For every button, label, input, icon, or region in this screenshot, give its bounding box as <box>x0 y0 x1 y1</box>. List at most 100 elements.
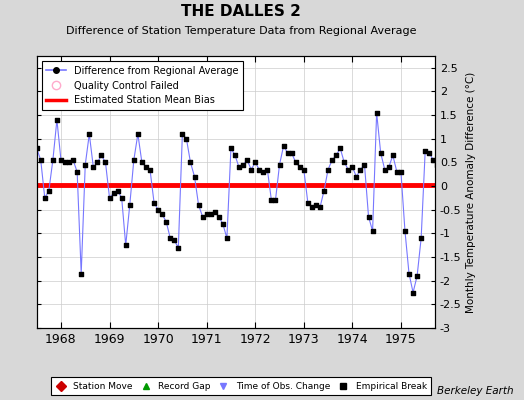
Point <box>154 206 162 213</box>
Point <box>328 157 336 163</box>
Point <box>518 152 524 158</box>
Text: Berkeley Earth: Berkeley Earth <box>437 386 514 396</box>
Point <box>474 148 482 154</box>
Point <box>312 202 320 208</box>
Point <box>465 232 474 239</box>
Legend: Difference from Regional Average, Quality Control Failed, Estimated Station Mean: Difference from Regional Average, Qualit… <box>41 61 243 110</box>
Point <box>356 166 365 173</box>
Point <box>219 221 227 227</box>
Point <box>498 166 506 173</box>
Point <box>93 159 102 166</box>
Point <box>194 202 203 208</box>
Point <box>178 131 187 137</box>
Point <box>57 157 65 163</box>
Point <box>65 159 73 166</box>
Point <box>89 164 97 170</box>
Point <box>510 206 518 213</box>
Point <box>409 289 417 296</box>
Point <box>223 235 231 241</box>
Y-axis label: Monthly Temperature Anomaly Difference (°C): Monthly Temperature Anomaly Difference (… <box>466 71 476 313</box>
Point <box>126 202 134 208</box>
Point <box>433 162 442 168</box>
Point <box>380 166 389 173</box>
Point <box>291 159 300 166</box>
Point <box>199 214 207 220</box>
Point <box>158 211 166 218</box>
Point <box>332 152 341 158</box>
Point <box>113 188 122 194</box>
Point <box>239 162 247 168</box>
Point <box>259 169 268 175</box>
Point <box>81 162 90 168</box>
Point <box>45 188 53 194</box>
Point <box>392 169 401 175</box>
Point <box>316 204 324 210</box>
Point <box>186 159 194 166</box>
Point <box>271 197 280 204</box>
Point <box>162 218 170 225</box>
Point <box>202 211 211 218</box>
Point <box>478 152 486 158</box>
Point <box>40 195 49 201</box>
Point <box>494 159 502 166</box>
Point <box>105 195 114 201</box>
Point <box>377 150 385 156</box>
Point <box>303 200 312 206</box>
Point <box>243 157 252 163</box>
Point <box>300 166 308 173</box>
Point <box>227 145 235 152</box>
Point <box>445 169 454 175</box>
Point <box>320 188 328 194</box>
Point <box>283 150 292 156</box>
Point <box>215 214 223 220</box>
Point <box>166 235 174 241</box>
Point <box>348 164 356 170</box>
Point <box>190 174 199 180</box>
Point <box>470 145 478 152</box>
Point <box>450 202 458 208</box>
Point <box>251 159 259 166</box>
Point <box>117 195 126 201</box>
Point <box>110 190 118 196</box>
Point <box>361 162 369 168</box>
Point <box>275 162 283 168</box>
Point <box>134 131 142 137</box>
Point <box>77 270 85 277</box>
Point <box>129 157 138 163</box>
Point <box>486 143 494 149</box>
Point <box>32 145 41 152</box>
Point <box>211 209 219 215</box>
Point <box>429 157 438 163</box>
Point <box>37 157 45 163</box>
Point <box>344 166 353 173</box>
Point <box>397 169 405 175</box>
Point <box>73 169 81 175</box>
Point <box>373 110 381 116</box>
Point <box>235 164 243 170</box>
Point <box>53 117 61 123</box>
Point <box>150 200 158 206</box>
Point <box>69 157 78 163</box>
Point <box>413 273 421 279</box>
Point <box>441 157 450 163</box>
Point <box>522 197 524 204</box>
Point <box>279 143 288 149</box>
Point <box>182 136 191 142</box>
Point <box>389 152 397 158</box>
Point <box>122 242 130 248</box>
Point <box>97 152 106 158</box>
Point <box>206 211 215 218</box>
Point <box>385 164 393 170</box>
Legend: Station Move, Record Gap, Time of Obs. Change, Empirical Break: Station Move, Record Gap, Time of Obs. C… <box>51 378 431 396</box>
Point <box>506 206 515 213</box>
Point <box>457 221 466 227</box>
Point <box>368 228 377 234</box>
Point <box>174 244 182 251</box>
Point <box>61 159 69 166</box>
Point <box>417 235 425 241</box>
Point <box>101 159 110 166</box>
Point <box>482 150 490 156</box>
Point <box>336 145 344 152</box>
Point <box>308 204 316 210</box>
Point <box>437 152 445 158</box>
